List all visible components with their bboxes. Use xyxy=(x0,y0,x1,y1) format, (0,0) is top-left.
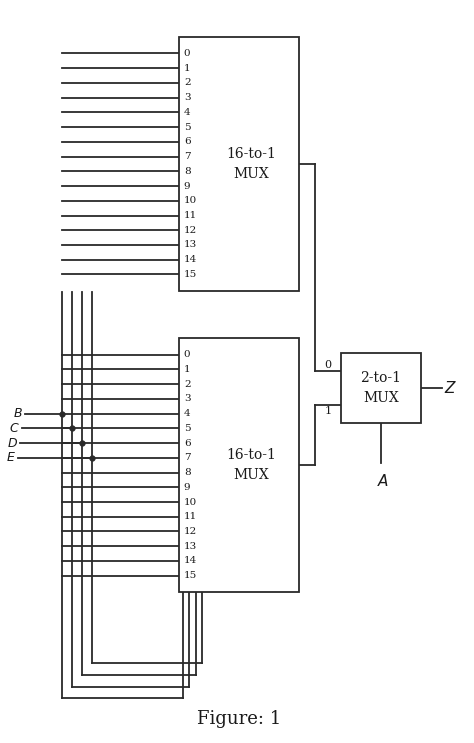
Text: 13: 13 xyxy=(184,241,197,250)
Text: 2-to-1
MUX: 2-to-1 MUX xyxy=(361,372,401,405)
Bar xyxy=(179,37,299,291)
Text: 3: 3 xyxy=(184,395,191,403)
Bar xyxy=(179,339,299,592)
Text: 4: 4 xyxy=(184,409,191,418)
Text: $A$: $A$ xyxy=(377,473,390,489)
Text: $C$: $C$ xyxy=(9,422,20,435)
Text: 1: 1 xyxy=(184,365,191,374)
Text: 12: 12 xyxy=(184,527,197,536)
Text: 1: 1 xyxy=(324,406,331,416)
Text: 4: 4 xyxy=(184,108,191,117)
Text: 11: 11 xyxy=(184,211,197,220)
Text: 5: 5 xyxy=(184,123,191,132)
Text: Figure: 1: Figure: 1 xyxy=(197,710,281,728)
Text: 15: 15 xyxy=(184,571,197,580)
Text: 0: 0 xyxy=(184,49,191,58)
Text: 1: 1 xyxy=(184,64,191,73)
Text: 14: 14 xyxy=(184,255,197,265)
Text: $Z$: $Z$ xyxy=(445,380,457,396)
Text: 8: 8 xyxy=(184,167,191,176)
Text: 0: 0 xyxy=(324,360,331,370)
Text: 12: 12 xyxy=(184,226,197,235)
Text: 5: 5 xyxy=(184,424,191,433)
Text: 11: 11 xyxy=(184,512,197,522)
Text: 15: 15 xyxy=(184,270,197,279)
Text: 2: 2 xyxy=(184,79,191,88)
Text: 6: 6 xyxy=(184,438,191,447)
Text: 7: 7 xyxy=(184,453,191,462)
Text: 14: 14 xyxy=(184,557,197,565)
Text: 3: 3 xyxy=(184,93,191,102)
Text: 16-to-1
MUX: 16-to-1 MUX xyxy=(226,147,276,181)
Text: 6: 6 xyxy=(184,137,191,146)
Text: $D$: $D$ xyxy=(7,437,18,450)
Bar xyxy=(341,353,421,423)
Text: $E$: $E$ xyxy=(6,451,16,464)
Text: 13: 13 xyxy=(184,542,197,551)
Text: 0: 0 xyxy=(184,350,191,359)
Text: 2: 2 xyxy=(184,380,191,389)
Text: 10: 10 xyxy=(184,196,197,205)
Text: 9: 9 xyxy=(184,483,191,492)
Text: 7: 7 xyxy=(184,152,191,161)
Text: 10: 10 xyxy=(184,498,197,507)
Text: 8: 8 xyxy=(184,468,191,477)
Text: 9: 9 xyxy=(184,181,191,190)
Text: $B$: $B$ xyxy=(12,407,22,420)
Text: 16-to-1
MUX: 16-to-1 MUX xyxy=(226,449,276,482)
